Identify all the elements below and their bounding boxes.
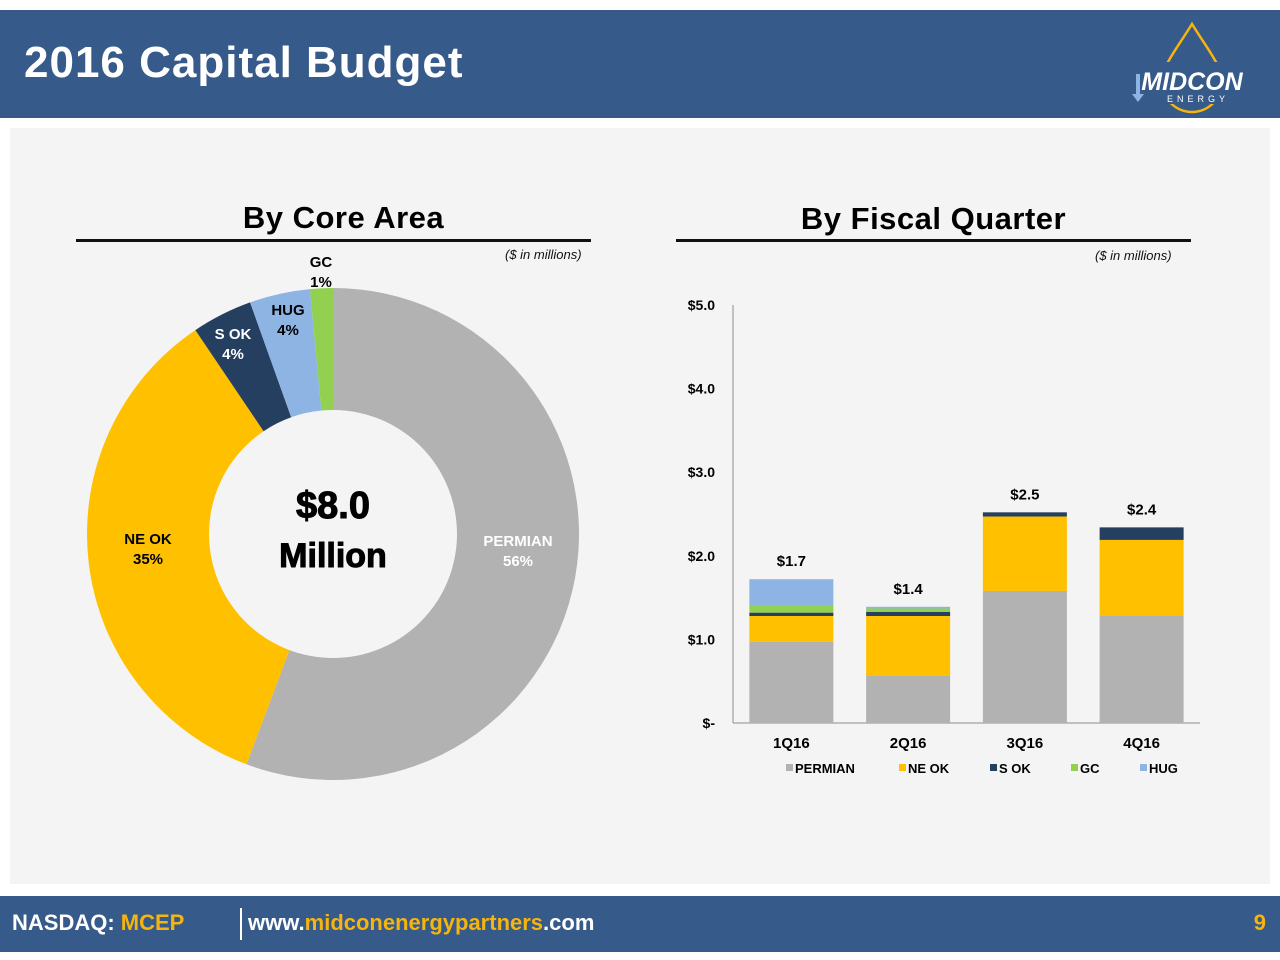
nasdaq-label: NASDAQ: bbox=[12, 910, 121, 935]
legend-label-ne-ok: NE OK bbox=[908, 761, 950, 776]
url-domain: midconenergypartners bbox=[304, 910, 544, 935]
logo-word: MIDCON bbox=[1141, 68, 1243, 96]
core-area-rule bbox=[76, 239, 591, 242]
legend-label-hug: HUG bbox=[1149, 761, 1178, 776]
bar-total-label-3q16: $2.5 bbox=[1010, 486, 1039, 503]
bar-segment-gc-2q16 bbox=[866, 608, 951, 612]
donut-slice-ne-ok bbox=[87, 330, 290, 765]
y-tick-label: $5.0 bbox=[688, 297, 715, 313]
bar-segment-permian-2q16 bbox=[866, 675, 951, 723]
legend-swatch-ne-ok bbox=[899, 764, 906, 771]
donut-slice-s-ok bbox=[195, 302, 292, 432]
bar-segment-permian-1q16 bbox=[749, 641, 834, 723]
donut-pct-ne-ok: 35% bbox=[133, 551, 163, 568]
content-panel bbox=[10, 128, 1270, 884]
legend-swatch-s-ok bbox=[990, 764, 997, 771]
bar-segment-ne-ok-1q16 bbox=[749, 615, 834, 642]
bar-segment-permian-3q16 bbox=[982, 590, 1067, 723]
donut-label-ne-ok: NE OK bbox=[124, 531, 172, 548]
bar-segment-ne-ok-2q16 bbox=[866, 615, 951, 676]
bar-segment-ne-ok-3q16 bbox=[982, 516, 1067, 591]
donut-pct-gc: 1% bbox=[310, 274, 332, 291]
page-number: 9 bbox=[1253, 910, 1266, 935]
donut-slice-permian bbox=[246, 288, 580, 781]
donut-label-permian: PERMIAN bbox=[483, 533, 552, 550]
page-title: 2016 Capital Budget bbox=[24, 38, 464, 87]
x-tick-label-3q16: 3Q16 bbox=[1007, 735, 1044, 752]
x-tick-label-1q16: 1Q16 bbox=[773, 735, 810, 752]
donut-label-s-ok: S OK bbox=[215, 326, 252, 343]
footer-nasdaq: NASDAQ: MCEP bbox=[12, 910, 184, 936]
bar-total-label-4q16: $2.4 bbox=[1127, 501, 1157, 518]
bar-segment-s-ok-2q16 bbox=[866, 611, 951, 616]
core-area-title: By Core Area bbox=[242, 200, 445, 235]
bar-segment-hug-2q16 bbox=[866, 606, 951, 609]
legend-label-permian: PERMIAN bbox=[795, 761, 855, 776]
fiscal-quarter-title: By Fiscal Quarter bbox=[800, 201, 1067, 236]
legend-swatch-hug bbox=[1140, 764, 1147, 771]
legend-swatch-gc bbox=[1071, 764, 1078, 771]
midcon-logo: MIDCON ENERGY bbox=[1130, 21, 1254, 114]
legend-label-s-ok: S OK bbox=[999, 761, 1031, 776]
bar-segment-s-ok-4q16 bbox=[1099, 527, 1184, 540]
footer-website-link[interactable]: www.midconenergypartners.com bbox=[248, 910, 594, 936]
x-tick-label-4q16: 4Q16 bbox=[1123, 735, 1160, 752]
bar-segment-permian-4q16 bbox=[1099, 615, 1184, 723]
bar-segment-s-ok-3q16 bbox=[982, 512, 1067, 517]
donut-pct-s-ok: 4% bbox=[222, 346, 244, 363]
footer-bar: NASDAQ: MCEP www.midconenergypartners.co… bbox=[0, 896, 1280, 952]
y-tick-label: $2.0 bbox=[688, 548, 715, 564]
y-tick-label: $- bbox=[703, 715, 716, 731]
y-tick-label: $1.0 bbox=[688, 631, 715, 647]
fiscal-quarter-rule bbox=[676, 239, 1191, 242]
bar-segment-s-ok-1q16 bbox=[749, 612, 834, 616]
bar-total-label-1q16: $1.7 bbox=[777, 553, 806, 570]
x-tick-label-2q16: 2Q16 bbox=[890, 735, 927, 752]
bar-segment-gc-1q16 bbox=[749, 605, 834, 613]
bar-total-label-2q16: $1.4 bbox=[894, 581, 924, 598]
donut-label-hug: HUG bbox=[271, 302, 304, 319]
legend-swatch-permian bbox=[786, 764, 793, 771]
fiscal-quarter-units: ($ in millions) bbox=[1095, 248, 1172, 263]
donut-slice-hug bbox=[250, 289, 322, 418]
donut-pct-hug: 4% bbox=[277, 322, 299, 339]
ticker-symbol: MCEP bbox=[120, 910, 185, 935]
donut-slice-gc bbox=[309, 288, 333, 411]
donut-label-gc: GC bbox=[310, 254, 333, 271]
bar-segment-ne-ok-4q16 bbox=[1099, 539, 1184, 616]
footer-divider bbox=[240, 908, 242, 940]
url-suffix: .com bbox=[543, 910, 595, 935]
header-bar: 2016 Capital Budget MIDCON ENERGY bbox=[0, 10, 1280, 118]
y-tick-label: $4.0 bbox=[688, 381, 715, 397]
logo-sub: ENERGY bbox=[1167, 94, 1229, 104]
core-area-units: ($ in millions) bbox=[505, 247, 582, 262]
donut-center-amount: $8.0 bbox=[296, 485, 370, 527]
donut-pct-permian: 56% bbox=[503, 553, 533, 570]
y-tick-label: $3.0 bbox=[688, 464, 715, 480]
donut-center-unit: Million bbox=[279, 537, 387, 575]
legend-label-gc: GC bbox=[1080, 761, 1100, 776]
url-prefix: www. bbox=[248, 910, 305, 935]
bar-segment-hug-1q16 bbox=[749, 579, 834, 606]
